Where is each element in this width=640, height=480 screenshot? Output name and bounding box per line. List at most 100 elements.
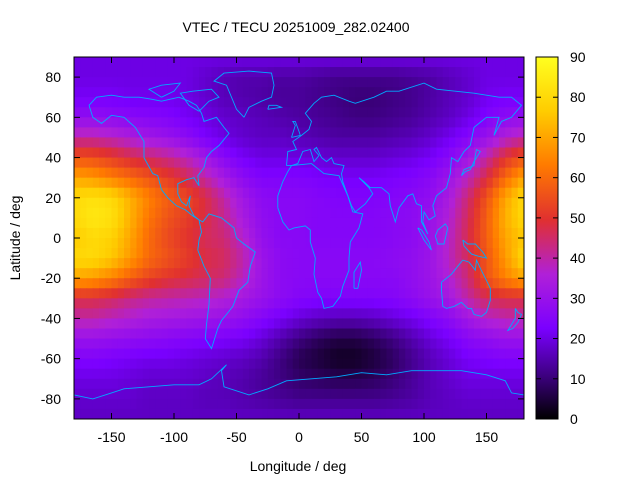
heatmap-cell [411,278,419,289]
heatmap-cell [167,328,175,340]
heatmap-cell [499,408,506,419]
heatmap-cell [386,107,394,118]
heatmap-cell [324,67,331,78]
heatmap-cell [280,358,288,370]
heatmap-cell [136,217,144,229]
heatmap-cell [436,318,444,330]
heatmap-cell [305,227,313,239]
heatmap-cell [349,187,356,199]
heatmap-cell [192,258,200,269]
heatmap-cell [99,177,106,189]
heatmap-cell [474,268,481,279]
heatmap-cell [349,398,356,410]
heatmap-cell [355,167,363,179]
heatmap-cell [130,177,138,189]
heatmap-cell [224,348,231,360]
heatmap-cell [186,217,194,229]
heatmap-cell [417,167,425,179]
heatmap-cell [436,398,444,410]
heatmap-cell [336,137,344,149]
heatmap-cell [130,217,138,229]
heatmap-cell [80,57,88,68]
heatmap-cell [167,187,175,199]
heatmap-cell [217,57,225,68]
heatmap-cell [361,338,369,350]
heatmap-cell [211,117,219,128]
heatmap-cell [517,117,524,128]
heatmap-cell [305,147,313,159]
heatmap-cell [417,97,425,108]
heatmap-cell [380,227,388,239]
heatmap-cell [480,87,488,98]
heatmap-cell [136,97,144,108]
heatmap-cell [136,238,144,249]
heatmap-cell [367,318,375,330]
heatmap-cell [355,147,363,159]
heatmap-cell [380,117,388,128]
heatmap-cell [174,338,181,350]
heatmap-cell [274,258,281,269]
heatmap-cell [80,348,88,360]
heatmap-cell [261,57,269,68]
heatmap-cell [349,177,356,189]
heatmap-cell [499,197,506,209]
heatmap-cell [217,147,225,159]
heatmap-cell [330,197,338,209]
heatmap-cell [161,378,169,390]
x-tick-label: 0 [295,429,303,445]
colorbar-tick-label: 40 [570,250,586,266]
heatmap-cell [299,207,306,219]
heatmap-cell [505,187,513,199]
heatmap-cell [199,268,206,279]
heatmap-cell [386,227,394,239]
heatmap-cell [374,167,381,179]
heatmap-cell [361,378,369,390]
heatmap-cell [167,378,175,390]
heatmap-cell [317,338,325,350]
heatmap-cell [492,207,500,219]
heatmap-cell [367,238,375,249]
heatmap-cell [330,308,338,320]
heatmap-cell [155,348,163,360]
heatmap-cell [317,268,325,279]
heatmap-cell [392,398,400,410]
heatmap-cell [411,398,419,410]
heatmap-cell [467,408,475,419]
heatmap-cell [399,288,406,299]
heatmap-cell [180,408,188,419]
heatmap-cell [105,278,113,289]
heatmap-cell [511,388,519,400]
heatmap-cell [424,217,431,229]
heatmap-cell [361,227,369,239]
heatmap-cell [511,408,519,419]
heatmap-cell [149,87,156,98]
heatmap-cell [136,378,144,390]
heatmap-cell [280,137,288,149]
heatmap-cell [261,97,269,108]
heatmap-cell [374,227,381,239]
heatmap-cell [442,288,450,299]
heatmap-cell [474,368,481,380]
heatmap-cell [249,268,256,279]
heatmap-cell [311,368,319,380]
heatmap-cell [417,197,425,209]
heatmap-cell [374,57,381,68]
heatmap-cell [92,197,100,209]
heatmap-cell [211,197,219,209]
heatmap-cell [105,147,113,159]
coastline [462,239,488,259]
heatmap-cell [317,197,325,209]
heatmap-cell [367,137,375,149]
y-tick-label: 40 [45,150,61,166]
heatmap-cell [492,117,500,128]
heatmap-cell [299,87,306,98]
heatmap-cell [455,127,463,139]
heatmap-cell [161,308,169,320]
heatmap-cell [442,268,450,279]
heatmap-cell [442,217,450,229]
heatmap-cell [167,298,175,309]
heatmap-cell [317,147,325,159]
heatmap-cell [342,398,350,410]
heatmap-cell [261,147,269,159]
heatmap-cell [286,127,294,139]
